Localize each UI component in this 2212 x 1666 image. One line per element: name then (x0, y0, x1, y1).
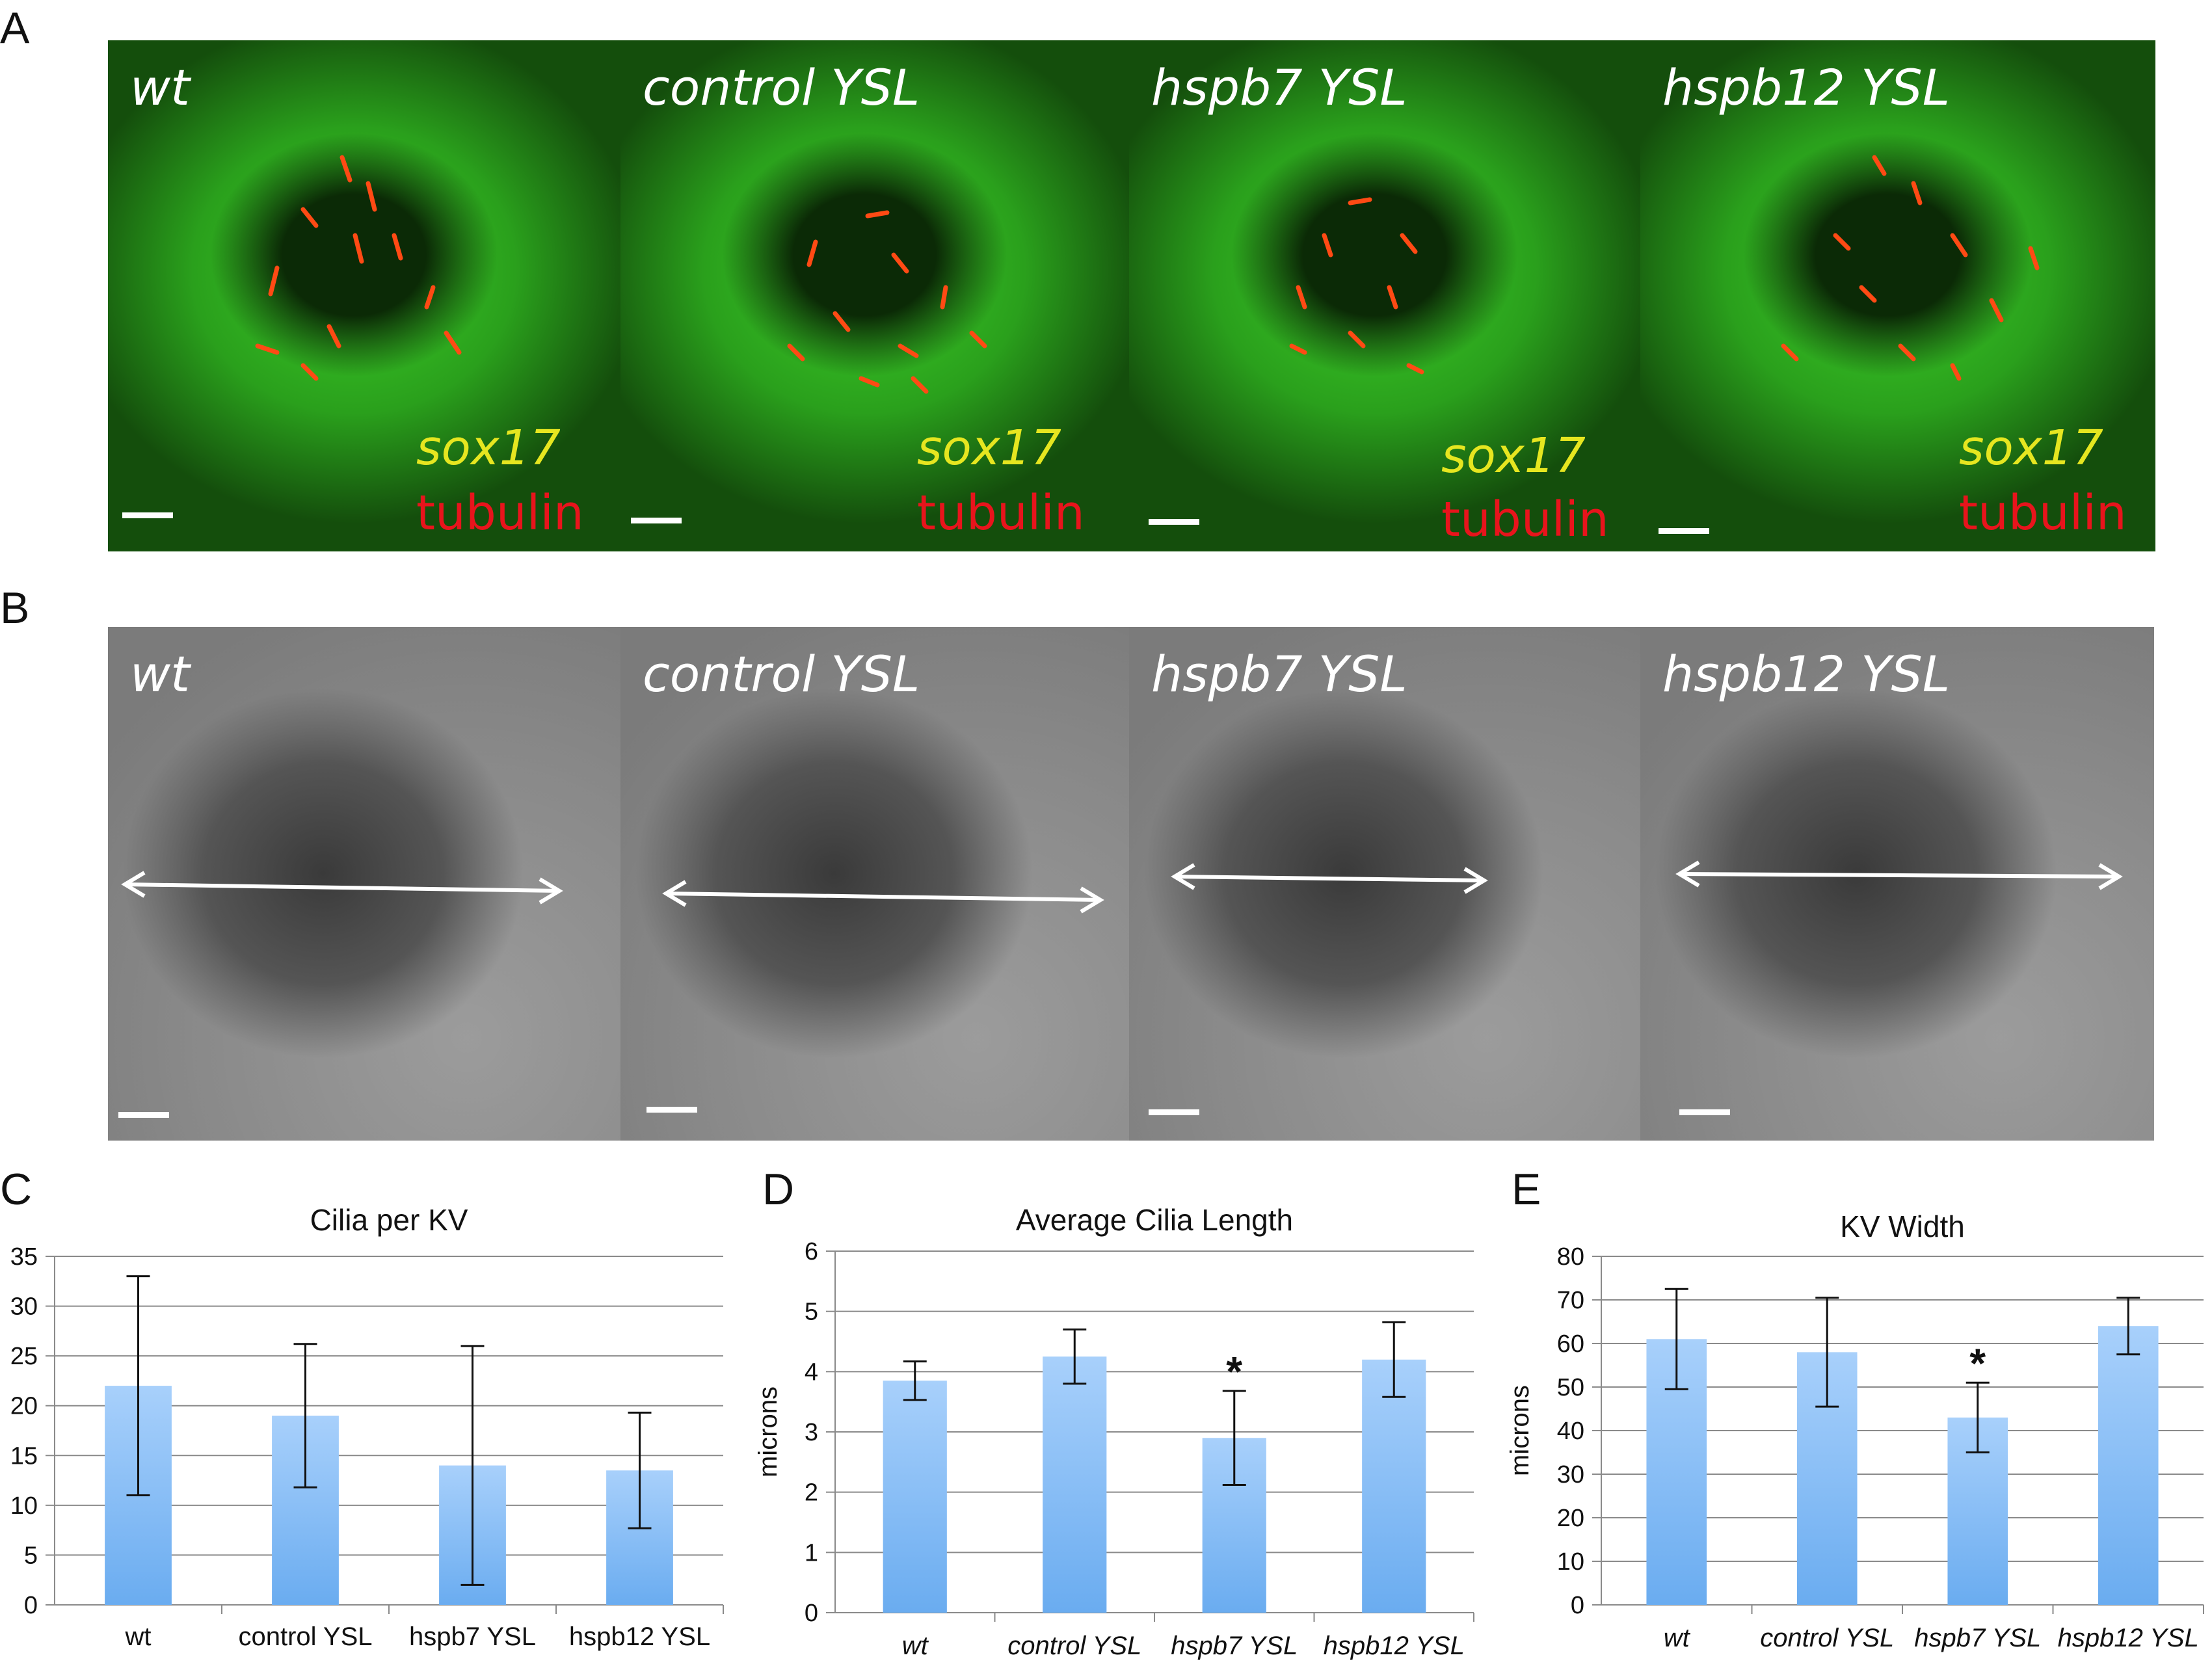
chart-kv-width: 0 10 20 30 40 50 60 70 80 KV Width microns wt contro… (1502, 1170, 2212, 1663)
panel-letter-b: B (0, 583, 30, 633)
y-tick-label: 20 (1557, 1505, 1584, 1532)
cilia-overlay (255, 155, 462, 381)
y-tick-label: 2 (805, 1479, 818, 1507)
micrograph-a-control-ysl: control YSL sox17 tubulin (620, 40, 1129, 551)
category-label: hspb12 YSL (2058, 1624, 2199, 1652)
category-label: hspb12 YSL (1324, 1632, 1465, 1660)
y-tick-label: 10 (1557, 1548, 1584, 1576)
category-label: hspb12 YSL (569, 1622, 710, 1651)
chart-title: KV Width (1840, 1210, 1965, 1243)
kv-width-arrow (121, 871, 563, 905)
y-tick-label: 25 (10, 1343, 38, 1370)
y-tick-label: 10 (10, 1492, 38, 1520)
micrograph-label: hspb7 YSL (1151, 645, 1407, 703)
micrograph-b-hspb12-ysl: hspb12 YSL (1640, 627, 2154, 1141)
scale-bar (1659, 528, 1709, 534)
y-tick-label: 50 (1557, 1374, 1584, 1401)
kv-width-arrow (1171, 863, 1488, 894)
y-axis-label: microns (754, 1386, 782, 1477)
stain-label-sox17: sox17 (1441, 428, 1586, 484)
cilia-overlay (1781, 155, 2040, 381)
panel-letter-d: D (762, 1165, 795, 1214)
y-tick-label: 5 (805, 1299, 818, 1326)
kv-width-arrow (662, 880, 1104, 914)
category-label: wt (1664, 1624, 1691, 1652)
y-tick-label: 6 (805, 1238, 818, 1265)
micrograph-label: hspb12 YSL (1662, 59, 1951, 116)
category-label: control YSL (1760, 1624, 1894, 1652)
chart-svg: 0 10 20 30 40 50 60 70 80 KV Width microns wt contro… (1506, 1210, 2204, 1652)
micrograph-label: hspb7 YSL (1151, 59, 1407, 116)
stain-label-tubulin: tubulin (1441, 492, 1609, 548)
scale-bar (631, 518, 682, 523)
bar (883, 1381, 947, 1613)
panel-letter-c: C (0, 1165, 33, 1214)
y-tick-label: 5 (24, 1542, 38, 1569)
chart-average-cilia-length: 0 1 2 3 4 5 6 Average Cilia Length microns wt cont… (754, 1170, 1502, 1663)
significance-asterisk: * (1969, 1340, 1986, 1386)
panel-letter-e: E (1512, 1165, 1541, 1214)
category-label: control YSL (1007, 1632, 1141, 1660)
category-label: wt (125, 1622, 152, 1651)
panel-letter-a: A (0, 3, 30, 53)
scale-bar (1149, 1109, 1199, 1115)
category-label: wt (902, 1632, 929, 1660)
scale-bar (1679, 1109, 1730, 1115)
chart-cilia-per-kv: 0 5 10 15 20 25 30 35 Cilia per KV wt control YSL h… (0, 1170, 748, 1663)
y-tick-label: 35 (10, 1243, 38, 1271)
significance-asterisk: * (1226, 1348, 1242, 1395)
category-label: hspb7 YSL (409, 1622, 536, 1651)
micrograph-b-hspb7-ysl: hspb7 YSL (1129, 627, 1640, 1141)
micrograph-b-wt: wt (108, 627, 620, 1141)
y-tick-label: 80 (1557, 1243, 1584, 1271)
micrograph-label: control YSL (643, 645, 920, 703)
y-tick-label: 70 (1557, 1287, 1584, 1314)
bar (2098, 1326, 2159, 1605)
stain-label-sox17: sox17 (1959, 420, 2103, 476)
cilia-overlay (1289, 197, 1424, 375)
bar (1043, 1356, 1107, 1613)
y-tick-label: 0 (24, 1592, 38, 1619)
micrograph-a-wt: wt sox17 tubulin (108, 40, 620, 551)
micrograph-label: wt (130, 645, 190, 703)
micrograph-a-hspb12-ysl: hspb12 YSL sox17 tubulin (1640, 40, 2155, 551)
micrograph-b-control-ysl: control YSL (620, 627, 1129, 1141)
scale-bar (122, 512, 173, 518)
micrograph-label: wt (130, 59, 190, 116)
stain-label-tubulin: tubulin (917, 485, 1085, 541)
y-tick-label: 4 (805, 1358, 818, 1386)
y-tick-label: 60 (1557, 1330, 1584, 1358)
y-tick-label: 0 (1571, 1592, 1584, 1619)
stain-label-sox17: sox17 (416, 420, 561, 476)
y-tick-label: 30 (1557, 1461, 1584, 1488)
scale-bar (1149, 519, 1199, 525)
stain-label-tubulin: tubulin (1959, 485, 2127, 541)
y-tick-label: 40 (1557, 1418, 1584, 1445)
chart-svg: 0 5 10 15 20 25 30 35 Cilia per KV wt control YSL h… (10, 1203, 724, 1651)
scale-bar (118, 1112, 169, 1118)
chart-svg: 0 1 2 3 4 5 6 Average Cilia Length microns wt cont… (754, 1203, 1474, 1660)
chart-title: Average Cilia Length (1016, 1203, 1293, 1237)
y-tick-label: 3 (805, 1419, 818, 1446)
category-label: hspb7 YSL (1914, 1624, 2041, 1652)
stain-label-tubulin: tubulin (416, 485, 584, 541)
y-axis-label: microns (1506, 1385, 1534, 1476)
kv-width-arrow (1675, 860, 2123, 890)
bar (1362, 1359, 1426, 1613)
micrograph-label: hspb12 YSL (1662, 645, 1951, 703)
y-tick-label: 1 (805, 1539, 818, 1567)
stain-label-sox17: sox17 (917, 420, 1061, 476)
y-tick-label: 30 (10, 1293, 38, 1321)
micrograph-a-hspb7-ysl: hspb7 YSL sox17 tubulin (1129, 40, 1640, 551)
y-tick-label: 20 (10, 1393, 38, 1420)
y-tick-label: 0 (805, 1600, 818, 1627)
scale-bar (646, 1107, 697, 1113)
category-label: hspb7 YSL (1171, 1632, 1298, 1660)
category-label: control YSL (238, 1622, 372, 1651)
chart-title: Cilia per KV (310, 1203, 468, 1237)
micrograph-label: control YSL (643, 59, 920, 116)
y-tick-label: 15 (10, 1442, 38, 1470)
cilia-overlay (787, 210, 987, 394)
